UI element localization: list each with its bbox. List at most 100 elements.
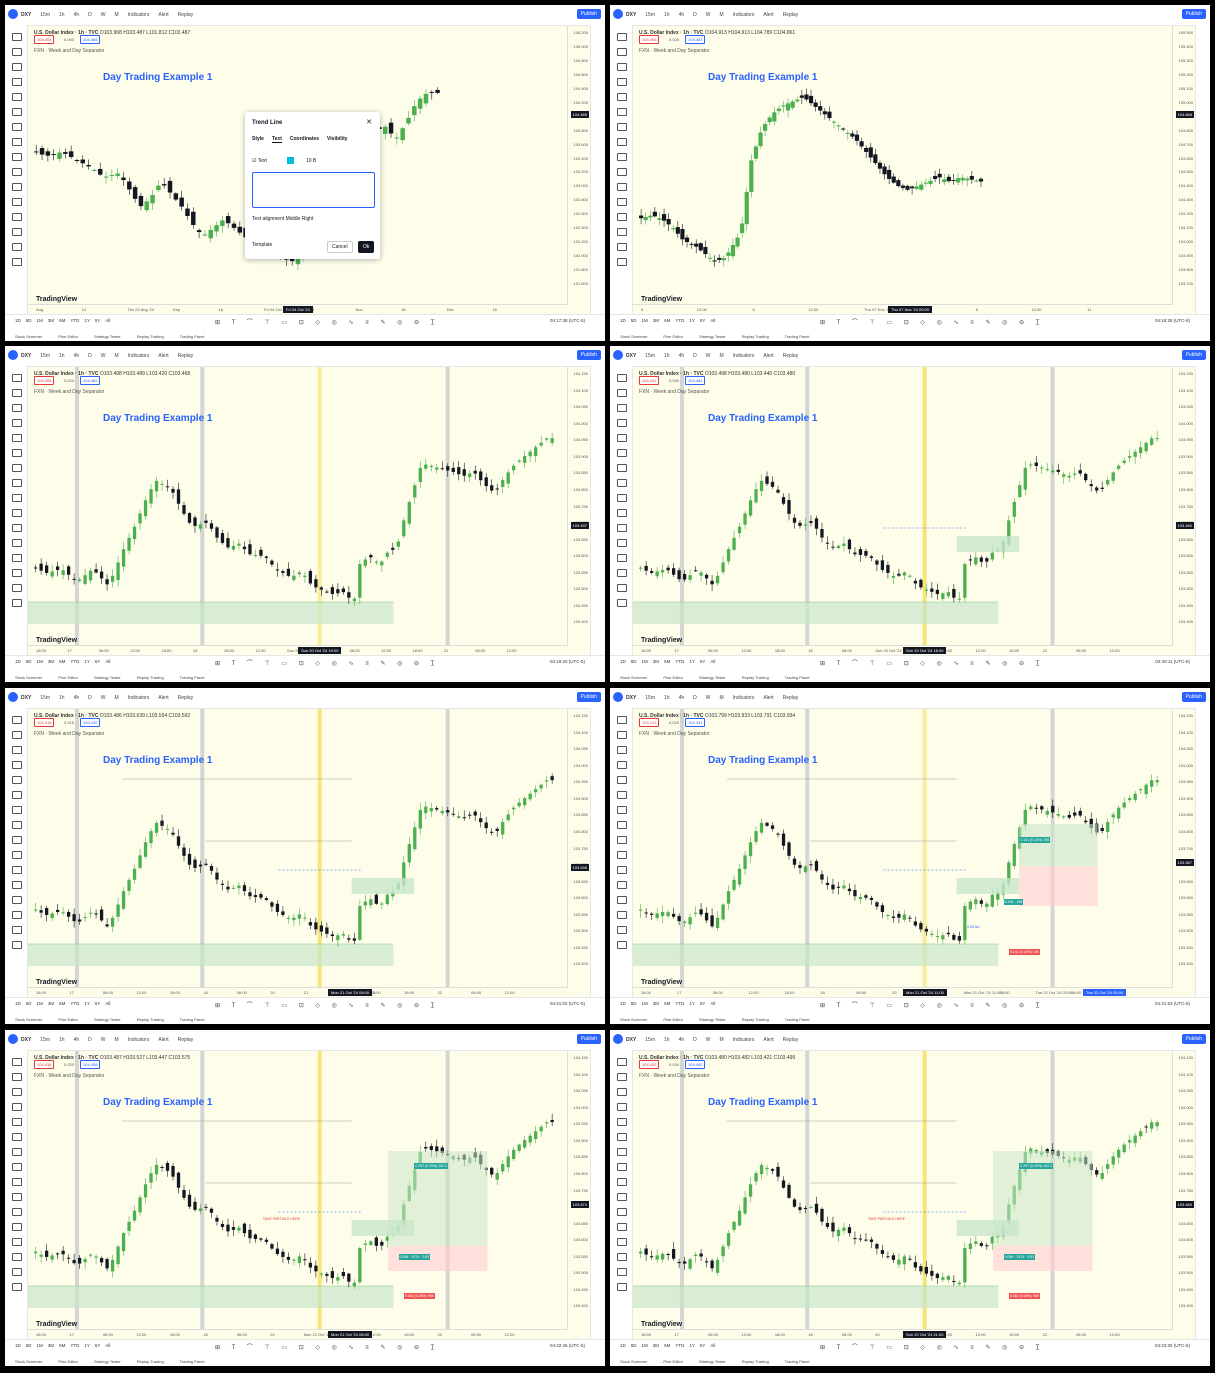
drawing-tool-icon[interactable] bbox=[12, 213, 22, 221]
price-axis[interactable]: 104.150 104.100 104.050 104.000 103.950 103.9… bbox=[567, 1051, 590, 1330]
range-button[interactable]: 5Y bbox=[699, 1343, 706, 1348]
range-button[interactable]: 6M bbox=[664, 1001, 671, 1006]
user-avatar-icon[interactable] bbox=[613, 350, 623, 360]
bottom-tab-3[interactable]: Replay Trading bbox=[741, 1359, 769, 1364]
toolbar-item-4[interactable]: W bbox=[100, 12, 106, 18]
drawing-tool-icon[interactable] bbox=[617, 1073, 627, 1081]
instrument-title[interactable]: U.S. Dollar Index · 1h · TVC bbox=[639, 1055, 704, 1061]
drawing-tool-icon[interactable] bbox=[617, 1208, 627, 1216]
drawing-tool-icon[interactable] bbox=[617, 494, 627, 502]
toolbar-item-3[interactable]: D bbox=[88, 695, 92, 701]
drawing-tool-icon[interactable] bbox=[12, 464, 22, 472]
range-button[interactable]: 3M bbox=[652, 659, 660, 664]
range-button[interactable]: 5Y bbox=[699, 659, 706, 664]
range-button[interactable]: 6M bbox=[59, 1343, 66, 1348]
drawing-tool-icon[interactable] bbox=[12, 1058, 22, 1066]
drawing-tool-icon[interactable] bbox=[12, 776, 22, 784]
bottom-tab-1[interactable]: Pine Editor bbox=[663, 334, 683, 339]
drawing-tool-icon[interactable] bbox=[617, 1193, 627, 1201]
toolbar-item-6[interactable]: Indicators bbox=[127, 695, 150, 701]
drawing-tool-icon[interactable] bbox=[12, 881, 22, 889]
range-button[interactable]: 1M bbox=[36, 659, 43, 664]
drawing-tool-icon[interactable] bbox=[12, 1073, 22, 1081]
publish-button[interactable]: Publish bbox=[576, 9, 601, 19]
toolbar-item-4[interactable]: W bbox=[705, 1037, 711, 1043]
drawing-tool-icon[interactable] bbox=[12, 1118, 22, 1126]
font-size-select[interactable]: 10 bbox=[305, 157, 312, 164]
drawing-tool-icon[interactable] bbox=[12, 494, 22, 502]
instrument-title[interactable]: U.S. Dollar Index · 1h · TVC bbox=[639, 713, 704, 719]
sell-button[interactable]: 104.441 bbox=[639, 376, 660, 385]
toolbar-item-4[interactable]: W bbox=[100, 353, 106, 359]
drawing-tool-icon[interactable] bbox=[617, 554, 627, 562]
time-axis[interactable]: 18:00 17 06:00 12:00 18:00 18 06:00 20 Sun 20 Oc… bbox=[633, 1329, 1173, 1340]
close-icon[interactable]: ✕ bbox=[366, 119, 372, 126]
user-avatar-icon[interactable] bbox=[8, 692, 18, 702]
drawing-tool-icon[interactable] bbox=[12, 806, 22, 814]
drawing-tool-icon[interactable] bbox=[12, 746, 22, 754]
drawing-tool-icon[interactable] bbox=[12, 866, 22, 874]
color-swatch[interactable] bbox=[286, 157, 294, 164]
range-button[interactable]: 5Y bbox=[699, 318, 706, 323]
drawing-tool-icon[interactable] bbox=[617, 569, 627, 577]
price-axis[interactable]: 104.150 104.100 104.050 104.000 103.950 103.9… bbox=[1172, 1051, 1195, 1330]
drawing-tool-icon[interactable] bbox=[12, 258, 22, 266]
drawing-shortcuts[interactable]: ⊞ T ⌒ ⊤ ▭ ⊡ ◇ ◎ ∿ ≡ ✎ ◎ ⊖ T̲ bbox=[820, 1345, 1045, 1351]
range-button[interactable]: 1M bbox=[641, 318, 648, 323]
toolbar-item-3[interactable]: D bbox=[693, 353, 697, 359]
price-axis[interactable]: 104.150 104.100 104.050 104.000 103.950 103.9… bbox=[1172, 709, 1195, 988]
drawing-tool-icon[interactable] bbox=[617, 1238, 627, 1246]
toolbar-item-1[interactable]: 1h bbox=[59, 695, 65, 701]
drawing-tool-icon[interactable] bbox=[617, 851, 627, 859]
user-avatar-icon[interactable] bbox=[613, 9, 623, 19]
drawing-tool-icon[interactable] bbox=[617, 404, 627, 412]
toolbar-item-1[interactable]: 1h bbox=[59, 1037, 65, 1043]
user-avatar-icon[interactable] bbox=[613, 1034, 623, 1044]
drawing-tool-icon[interactable] bbox=[617, 599, 627, 607]
indicator-label[interactable]: FXN · Week and Day Separator bbox=[639, 1073, 710, 1079]
drawing-tool-icon[interactable] bbox=[12, 911, 22, 919]
drawing-tool-icon[interactable] bbox=[617, 33, 627, 41]
dialog-tab-0[interactable]: Style bbox=[252, 136, 264, 142]
drawing-tool-icon[interactable] bbox=[617, 228, 627, 236]
indicator-label[interactable]: FXN · Week and Day Separator bbox=[639, 731, 710, 737]
toolbar-item-6[interactable]: Indicators bbox=[127, 1037, 150, 1043]
drawing-tool-icon[interactable] bbox=[12, 1103, 22, 1111]
drawing-tool-icon[interactable] bbox=[12, 761, 22, 769]
drawing-tool-icon[interactable] bbox=[12, 183, 22, 191]
range-button[interactable]: 5Y bbox=[94, 318, 101, 323]
drawing-tool-icon[interactable] bbox=[12, 374, 22, 382]
bottom-tab-3[interactable]: Replay Trading bbox=[136, 1359, 164, 1364]
bottom-tab-0[interactable]: Stock Screener bbox=[620, 1359, 648, 1364]
user-avatar-icon[interactable] bbox=[8, 9, 18, 19]
symbol-search[interactable]: DXY bbox=[21, 353, 32, 359]
range-button[interactable]: 5D bbox=[630, 1343, 637, 1348]
publish-button[interactable]: Publish bbox=[576, 692, 601, 702]
range-button[interactable]: All bbox=[105, 318, 111, 323]
drawing-tool-icon[interactable] bbox=[12, 1163, 22, 1171]
drawing-tool-icon[interactable] bbox=[12, 138, 22, 146]
bottom-tab-2[interactable]: Strategy Tester bbox=[698, 675, 726, 680]
drawing-tool-icon[interactable] bbox=[617, 761, 627, 769]
toolbar-item-8[interactable]: Replay bbox=[177, 353, 194, 359]
drawing-tool-icon[interactable] bbox=[12, 941, 22, 949]
drawing-tool-icon[interactable] bbox=[617, 93, 627, 101]
cancel-button[interactable]: Cancel bbox=[327, 241, 353, 253]
range-button[interactable]: 1Y bbox=[84, 1343, 90, 1348]
drawing-tool-icon[interactable] bbox=[617, 258, 627, 266]
toolbar-item-5[interactable]: M bbox=[114, 12, 119, 18]
drawing-tool-icon[interactable] bbox=[12, 569, 22, 577]
bottom-tab-1[interactable]: Pine Editor bbox=[58, 1017, 78, 1022]
bottom-tab-1[interactable]: Pine Editor bbox=[663, 675, 683, 680]
range-button[interactable]: All bbox=[710, 659, 716, 664]
toolbar-item-5[interactable]: M bbox=[719, 353, 724, 359]
toolbar-item-0[interactable]: 15m bbox=[645, 12, 656, 18]
drawing-tool-icon[interactable] bbox=[12, 48, 22, 56]
chart-title-text[interactable]: Day Trading Example 1 bbox=[103, 755, 213, 766]
bottom-tab-2[interactable]: Strategy Tester bbox=[93, 1359, 121, 1364]
toolbar-item-4[interactable]: W bbox=[100, 1037, 106, 1043]
drawing-shortcuts[interactable]: ⊞ T ⌒ ⊤ ▭ ⊡ ◇ ◎ ∿ ≡ ✎ ◎ ⊖ T̲ bbox=[820, 320, 1045, 326]
price-chart[interactable] bbox=[633, 1051, 1195, 1340]
